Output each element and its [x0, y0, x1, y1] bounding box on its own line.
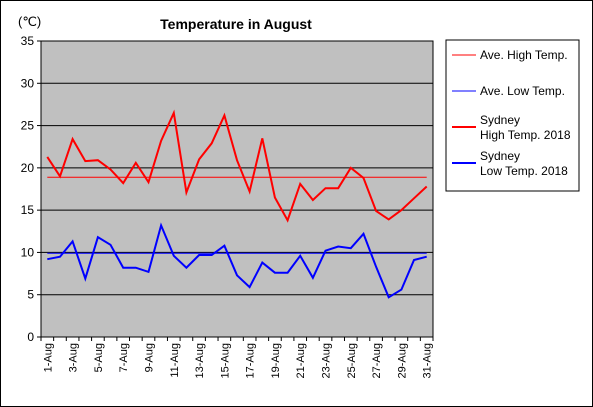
x-tick-label: 3-Aug: [68, 343, 80, 372]
y-tick-label: 30: [21, 76, 35, 90]
x-tick-label: 5-Aug: [93, 343, 105, 372]
x-tick-label: 27-Aug: [371, 343, 383, 378]
y-tick-label: 15: [21, 203, 35, 217]
x-tick-label: 15-Aug: [219, 343, 231, 378]
x-tick-label: 11-Aug: [169, 343, 181, 378]
chart-title: Temperature in August: [160, 16, 312, 32]
y-tick-label: 0: [27, 330, 34, 344]
x-axis: 1-Aug 3-Aug 5-Aug 7-Aug 9-Aug 11-Aug 13-Aug 15-…: [40, 337, 434, 378]
legend-label: Sydney High Temp. 2018: [480, 113, 571, 142]
y-tick-label: 10: [21, 245, 35, 259]
x-tick-label: 25-Aug: [346, 343, 358, 378]
legend-label: Sydney Low Temp. 2018: [480, 149, 568, 178]
x-tick-label: 21-Aug: [295, 343, 307, 378]
series-line-2: [46, 109, 428, 223]
legend-box: [445, 39, 580, 192]
y-axis: 0 5 10 15 20 25 30 35: [21, 34, 41, 344]
grid-lines: [41, 82, 433, 296]
y-tick-label: 20: [21, 161, 35, 175]
y-tick-label: 5: [27, 288, 34, 302]
legend: Ave. High Temp. Ave. Low Temp. Sydney High …: [445, 39, 580, 192]
x-tick-label: 1-Aug: [42, 343, 54, 372]
x-tick-label: 31-Aug: [422, 343, 434, 378]
x-tick-label: 17-Aug: [245, 343, 257, 378]
x-tick-label: 7-Aug: [118, 343, 130, 372]
unit-label: (℃): [18, 14, 41, 29]
y-tick-label: 35: [21, 34, 35, 48]
x-tick-label: 13-Aug: [194, 343, 206, 378]
legend-label: Ave. Low Temp.: [480, 84, 565, 98]
x-tick-label: 29-Aug: [396, 343, 408, 378]
plot-area: [40, 40, 434, 338]
x-tick-label: 23-Aug: [321, 343, 333, 378]
series-line-3: [47, 222, 427, 299]
series-layer: [46, 109, 428, 299]
x-tick-label: 9-Aug: [143, 343, 155, 372]
legend-label: Ave. High Temp.: [480, 48, 568, 62]
x-tick-label: 19-Aug: [270, 343, 282, 378]
y-tick-label: 25: [21, 119, 35, 133]
